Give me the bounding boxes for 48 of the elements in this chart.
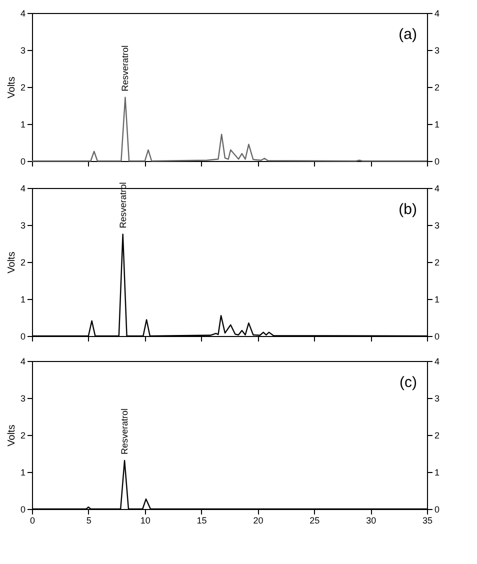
annotation: Resveratrol (118, 182, 128, 228)
y2-tick-label: 0 (434, 156, 440, 166)
y2-tick-label: 2 (434, 82, 440, 92)
y2-tick-label: 2 (434, 430, 440, 440)
y-tick-label: 0 (20, 156, 26, 166)
x-tick-label: 0 (30, 516, 36, 526)
y2-tick-label: 1 (434, 468, 440, 478)
y-tick-label: 1 (20, 468, 26, 478)
annotation: (a) (398, 26, 417, 43)
y-tick-label: 4 (20, 356, 26, 366)
y-tick-label: 4 (20, 184, 26, 194)
y2-tick-label: 3 (434, 46, 440, 56)
y-tick-label: 2 (20, 430, 26, 440)
y-tick-label: 0 (20, 332, 26, 342)
y2-tick-label: 4 (434, 8, 440, 18)
y2-tick-label: 2 (434, 258, 440, 268)
y2-tick-label: 0 (434, 504, 440, 514)
y-tick-label: 3 (20, 46, 26, 56)
x-tick-label: 5 (86, 516, 92, 526)
y-axis-title: Volts (6, 76, 18, 98)
annotation: Resveratrol (120, 45, 130, 92)
y2-tick-label: 0 (434, 332, 440, 342)
y-tick-label: 1 (20, 120, 26, 130)
y-tick-label: 1 (20, 294, 26, 304)
x-tick-label: 15 (196, 516, 207, 526)
y-axis-title: Volts (6, 424, 18, 446)
y2-tick-label: 4 (434, 356, 440, 366)
y-tick-label: 3 (20, 220, 26, 230)
y-tick-label: 2 (20, 82, 26, 92)
x-tick-label: 35 (422, 516, 433, 526)
y-tick-label: 0 (20, 504, 26, 514)
y-tick-label: 2 (20, 258, 26, 268)
y2-tick-label: 3 (434, 220, 440, 230)
annotation: Resveratrol (120, 408, 130, 455)
x-tick-label: 30 (366, 516, 376, 526)
line-series (31, 96, 428, 162)
y-tick-label: 3 (20, 394, 26, 404)
x-tick-label: 10 (140, 516, 150, 526)
y2-tick-label: 1 (434, 294, 440, 304)
y-axis-title: Volts (6, 252, 18, 274)
y2-tick-label: 4 (434, 184, 440, 194)
annotation: (c) (400, 374, 417, 391)
y2-tick-label: 1 (434, 120, 440, 130)
x-tick-label: 20 (253, 516, 264, 526)
annotation: (b) (398, 201, 417, 218)
x-tick-label: 25 (310, 516, 320, 526)
y-tick-label: 4 (20, 8, 26, 18)
y2-tick-label: 3 (434, 394, 440, 404)
